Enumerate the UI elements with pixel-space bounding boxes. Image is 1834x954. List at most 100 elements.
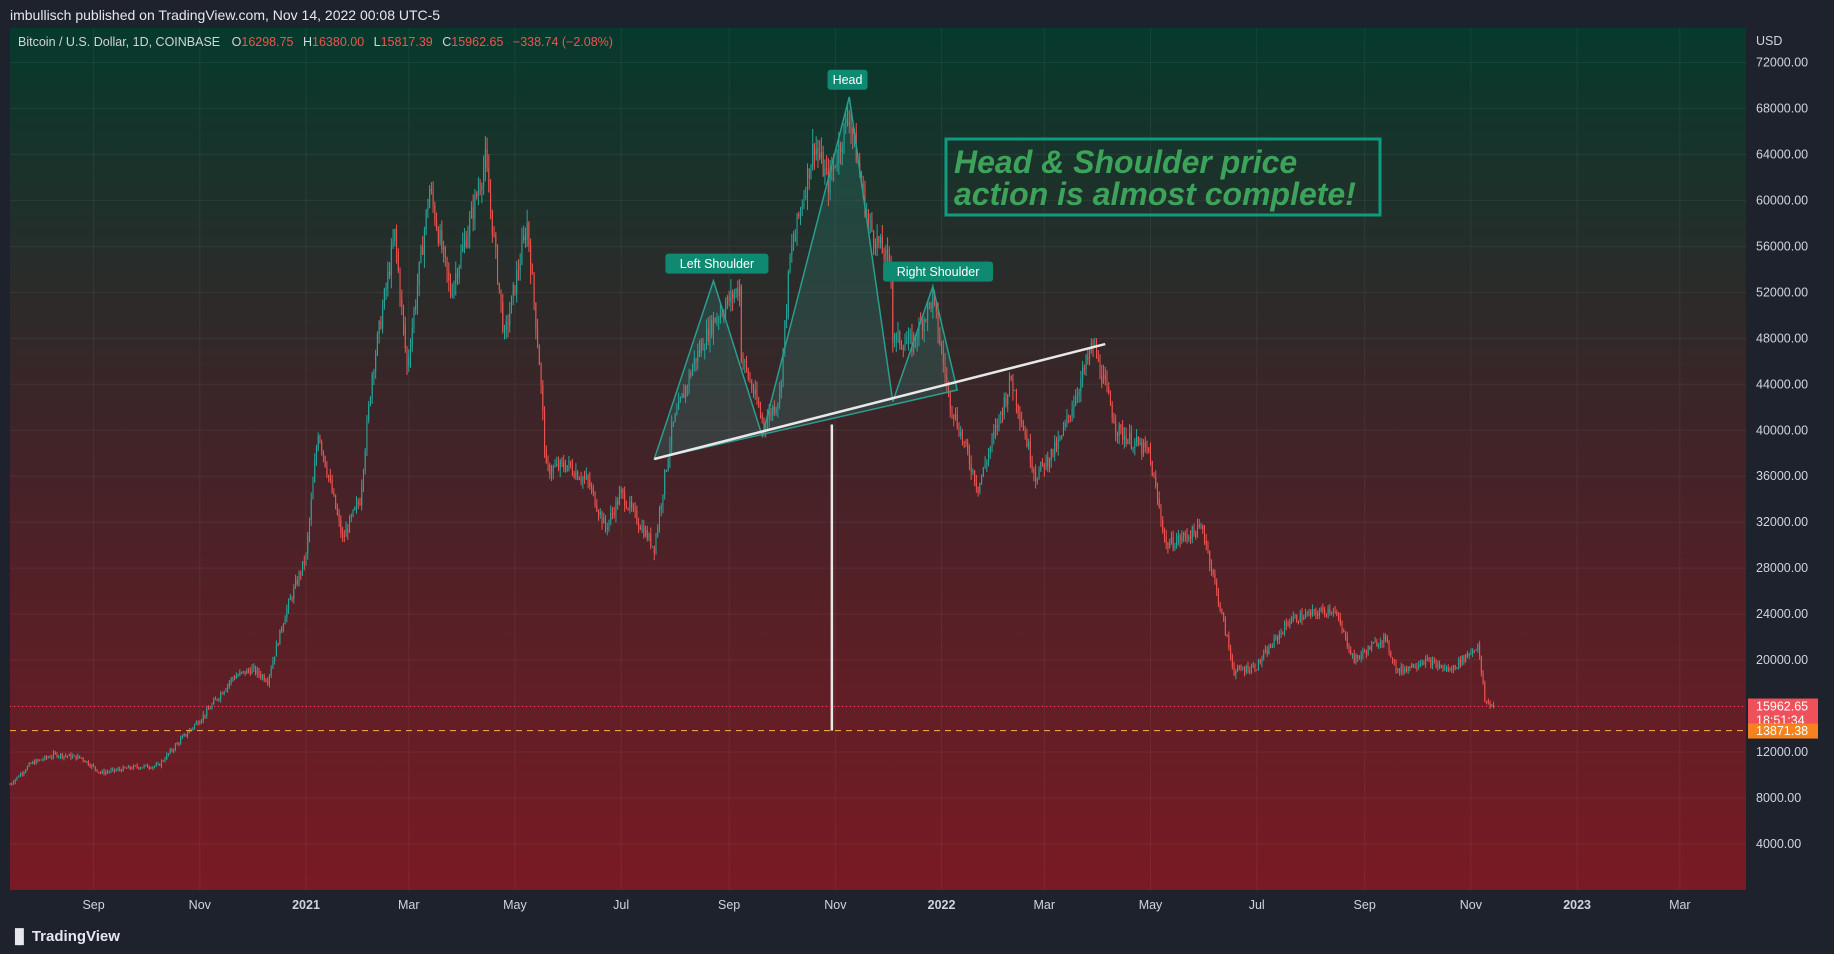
candle-body xyxy=(1186,535,1188,539)
candle-body xyxy=(234,677,236,679)
candle-body xyxy=(1089,351,1091,360)
candle-body xyxy=(732,291,734,299)
candle-body xyxy=(784,320,786,349)
candle-body xyxy=(108,771,110,773)
x-tick-label: 2021 xyxy=(292,898,320,912)
y-tick-label: 72000.00 xyxy=(1756,55,1808,69)
candle-body xyxy=(937,311,939,335)
candle-body xyxy=(1315,610,1317,614)
candle-body xyxy=(1062,426,1064,436)
candle-body xyxy=(96,769,98,772)
price-chart[interactable]: Left Shoulder Head Right Shoulder 15962.65… xyxy=(0,28,1834,919)
tradingview-logo[interactable]: ▐▌ TradingView xyxy=(10,928,120,945)
y-tick-label: 32000.00 xyxy=(1756,515,1808,529)
legend-low-label: L xyxy=(374,35,381,49)
candle-body xyxy=(921,322,923,332)
candle-body xyxy=(248,669,250,671)
candle-body xyxy=(1033,469,1035,473)
candle-body xyxy=(651,546,654,548)
candle-body xyxy=(712,317,714,335)
candle-body xyxy=(1181,537,1183,541)
candle-body xyxy=(195,722,197,725)
pattern-label: Left Shoulder xyxy=(680,257,754,271)
price-axis-background xyxy=(1746,28,1824,919)
candle-body xyxy=(1385,634,1387,638)
candle-body xyxy=(1343,629,1345,633)
candle-body xyxy=(479,190,481,192)
candle-body xyxy=(470,207,472,218)
candle-body xyxy=(798,213,800,217)
candle-body xyxy=(1271,645,1273,648)
candle-body xyxy=(1480,656,1482,673)
candle-body xyxy=(805,196,807,198)
candle-body xyxy=(49,757,51,759)
candle-body xyxy=(202,714,204,720)
candle-body xyxy=(1061,435,1063,438)
candle-body xyxy=(1484,684,1486,702)
candle-body xyxy=(1214,573,1216,582)
candle-body xyxy=(1304,614,1306,619)
candle-body xyxy=(113,768,115,771)
candle-body xyxy=(1245,666,1247,672)
candle-body xyxy=(47,757,49,759)
candle-body xyxy=(1179,535,1181,541)
candle-body xyxy=(1308,611,1310,614)
candle-body xyxy=(773,406,775,413)
candle-body xyxy=(194,724,196,728)
price-axis[interactable]: 4000.00 8000.00 12000.00 20000.00 24000.00 28… xyxy=(1756,55,1808,851)
candle-body xyxy=(1350,650,1352,655)
pattern-shape xyxy=(653,96,959,461)
candle-body xyxy=(206,708,208,716)
candle-body xyxy=(28,763,30,767)
pattern-label-bg xyxy=(665,253,769,274)
candle-body xyxy=(126,767,128,769)
candle-body xyxy=(1096,344,1098,358)
candle-body xyxy=(214,699,216,701)
candle-body xyxy=(1451,668,1453,670)
candle-body xyxy=(228,682,230,685)
candle-body xyxy=(951,409,953,415)
candle-body xyxy=(1146,447,1148,449)
candle-body xyxy=(166,754,168,760)
candle-body xyxy=(218,698,220,700)
candle-body xyxy=(282,624,284,630)
candle-body xyxy=(1369,646,1371,650)
annotation-box[interactable]: Head & Shoulder price action is almost c… xyxy=(944,137,1382,217)
candle-body xyxy=(1285,623,1287,625)
candle-body xyxy=(683,393,685,398)
candle-body xyxy=(302,561,304,574)
candle-body xyxy=(373,371,375,375)
candle-body xyxy=(324,456,326,467)
candle-body xyxy=(995,425,997,432)
candle-body xyxy=(1238,667,1240,669)
annotation-line-2: action is almost complete! xyxy=(954,176,1356,212)
candle-body xyxy=(1339,617,1341,624)
candle-body xyxy=(187,733,189,736)
candle-body xyxy=(429,189,431,208)
candle-body xyxy=(1155,477,1157,487)
candle-body xyxy=(935,300,937,312)
candle-body xyxy=(660,505,662,511)
candle-body xyxy=(1325,613,1327,615)
candle-body xyxy=(18,776,20,778)
candle-body xyxy=(1263,653,1265,659)
candle-body xyxy=(481,186,483,191)
candle-body xyxy=(714,317,716,323)
candle-body xyxy=(147,764,149,768)
candle-body xyxy=(204,714,206,716)
candle-body xyxy=(1036,479,1038,482)
candle-body xyxy=(867,213,869,222)
candle-body xyxy=(1102,375,1105,384)
candle-body xyxy=(615,500,617,516)
candle-body xyxy=(759,406,761,415)
candle-body xyxy=(841,149,843,153)
candle-body xyxy=(1230,647,1232,656)
candle-body xyxy=(1259,659,1261,663)
candle-body xyxy=(1244,669,1246,672)
candle-body xyxy=(91,764,93,767)
candle-body xyxy=(927,303,929,321)
candle-body xyxy=(601,512,603,524)
candle-body xyxy=(413,309,415,328)
candle-body xyxy=(1284,623,1286,634)
time-axis[interactable]: Sep Nov 2021 Mar May Jul Sep Nov 2022 Mar May Jul Se… xyxy=(82,898,1690,912)
